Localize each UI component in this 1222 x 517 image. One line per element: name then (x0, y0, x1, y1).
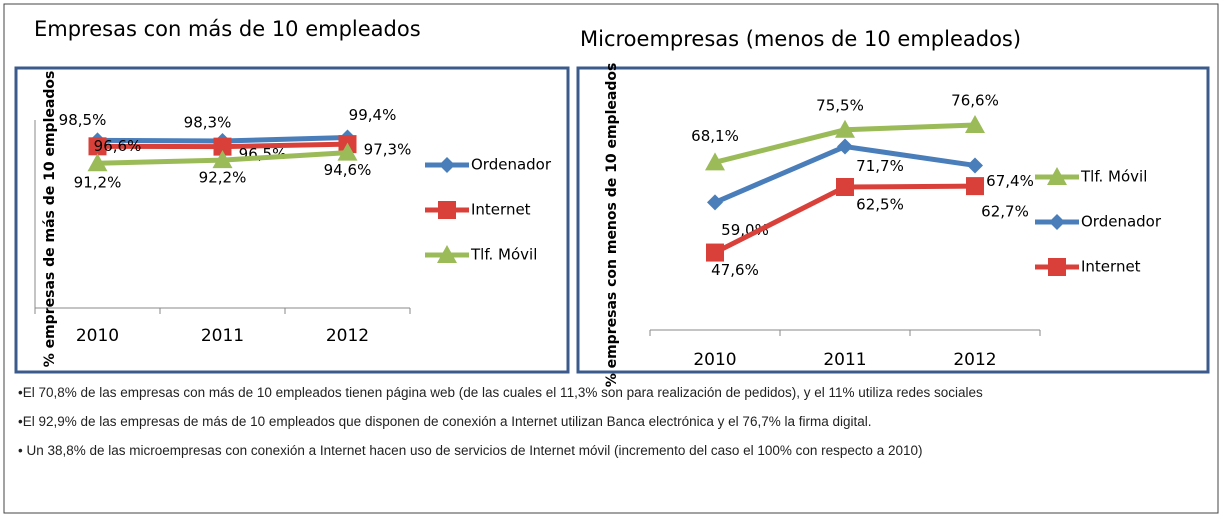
y-axis-label: % empresas con menos de 10 empleados (604, 63, 620, 388)
chart-box (576, 66, 1210, 374)
data-label: 92,2% (199, 169, 247, 187)
marker (707, 194, 723, 211)
marker (1048, 258, 1066, 276)
data-label: 68,1% (691, 127, 739, 145)
x-tick-label: 2010 (693, 350, 736, 370)
marker (1049, 214, 1065, 230)
legend-label: Tlf. Móvil (1080, 168, 1147, 186)
data-label: 47,6% (711, 261, 759, 279)
marker (1047, 167, 1067, 185)
marker (836, 178, 854, 196)
data-label: 62,5% (856, 196, 904, 214)
data-label: 71,7% (856, 157, 904, 175)
data-label: 97,3% (364, 141, 412, 159)
marker (967, 157, 983, 174)
notes: El 70,8% de las empresas con más de 10 e… (18, 384, 1206, 471)
data-label: 98,3% (184, 113, 232, 131)
legend-label: Ordenador (1081, 213, 1162, 231)
data-label: 98,5% (59, 111, 107, 129)
chart-title: Empresas con más de 10 empleados (34, 17, 421, 41)
x-tick-label: 2010 (76, 326, 119, 346)
data-label: 75,5% (816, 96, 864, 114)
note: El 70,8% de las empresas con más de 10 e… (18, 384, 1206, 401)
marker (966, 177, 984, 196)
marker (705, 152, 725, 171)
y-axis-label: % empresas de más de 10 empleados (42, 71, 58, 368)
note: Un 38,8% de las microempresas con conexi… (18, 442, 1206, 459)
data-label: 94,6% (324, 161, 372, 179)
data-label: 59,0% (721, 221, 769, 239)
marker (438, 201, 456, 219)
note: El 92,9% de las empresas de más de 10 em… (18, 413, 1206, 430)
chart-title: Microempresas (menos de 10 empleados) (580, 27, 1021, 51)
legend-label: Internet (1081, 258, 1141, 276)
legend-label: Tlf. Móvil (470, 246, 537, 264)
marker (835, 119, 855, 138)
data-label: 99,4% (349, 106, 397, 124)
marker (965, 114, 985, 133)
marker (437, 245, 457, 263)
x-tick-label: 2011 (823, 350, 866, 370)
legend-label: Internet (471, 201, 531, 219)
x-tick-label: 2011 (201, 326, 244, 346)
marker (88, 137, 107, 156)
marker (439, 157, 455, 173)
x-tick-label: 2012 (326, 326, 369, 346)
chart-box (14, 66, 570, 374)
marker (87, 153, 108, 172)
x-tick-label: 2012 (953, 350, 996, 370)
data-label: 62,7% (981, 203, 1029, 221)
data-label: 91,2% (74, 174, 122, 192)
marker (213, 137, 232, 156)
legend-label: Ordenador (471, 156, 552, 174)
marker (837, 138, 853, 155)
marker (337, 142, 358, 161)
frame (3, 3, 1219, 514)
marker (706, 243, 724, 262)
marker (212, 150, 233, 169)
data-label: 96,6% (94, 137, 142, 155)
data-label: 67,4% (986, 172, 1034, 190)
data-label: 76,6% (951, 91, 999, 109)
